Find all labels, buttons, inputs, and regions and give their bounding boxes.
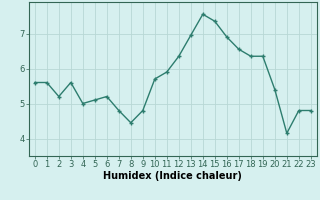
X-axis label: Humidex (Indice chaleur): Humidex (Indice chaleur) bbox=[103, 171, 242, 181]
